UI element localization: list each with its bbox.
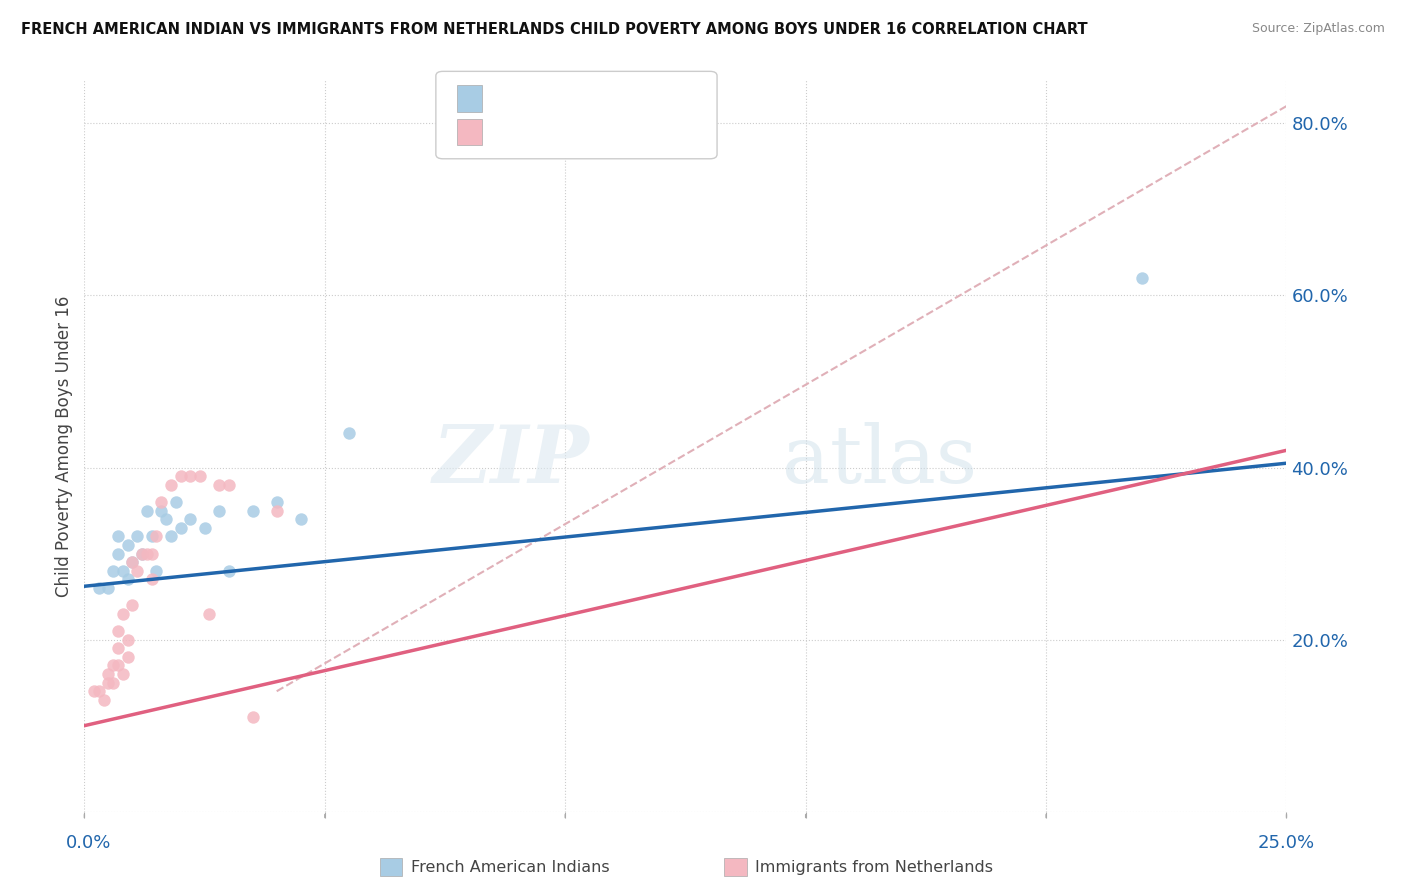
Y-axis label: Child Poverty Among Boys Under 16: Child Poverty Among Boys Under 16 — [55, 295, 73, 597]
Point — [131, 547, 153, 561]
Point — [97, 675, 120, 690]
Point — [107, 547, 129, 561]
Point — [218, 564, 240, 578]
Point — [290, 512, 312, 526]
Point — [97, 667, 120, 681]
Point — [141, 547, 163, 561]
Point — [111, 667, 134, 681]
Point — [165, 495, 187, 509]
Point — [160, 477, 183, 491]
Point — [117, 538, 139, 552]
Point — [121, 555, 143, 569]
Point — [150, 495, 173, 509]
Point — [131, 547, 153, 561]
Text: ZIP: ZIP — [433, 422, 589, 500]
Point — [218, 477, 240, 491]
Point — [188, 469, 211, 483]
Point — [107, 529, 129, 543]
Point — [169, 521, 191, 535]
Point — [155, 512, 177, 526]
Point — [107, 658, 129, 673]
Point — [337, 426, 360, 441]
Point — [145, 529, 167, 543]
Point — [198, 607, 221, 621]
Point — [87, 684, 110, 698]
Text: atlas: atlas — [782, 422, 977, 500]
Point — [107, 624, 129, 638]
Point — [103, 675, 125, 690]
Point — [145, 564, 167, 578]
Text: FRENCH AMERICAN INDIAN VS IMMIGRANTS FROM NETHERLANDS CHILD POVERTY AMONG BOYS U: FRENCH AMERICAN INDIAN VS IMMIGRANTS FRO… — [21, 22, 1088, 37]
Point — [83, 684, 105, 698]
Point — [87, 581, 110, 595]
Point — [208, 477, 231, 491]
Point — [1130, 271, 1153, 285]
Point — [179, 512, 201, 526]
Point — [208, 503, 231, 517]
Point — [179, 469, 201, 483]
Point — [93, 693, 115, 707]
Point — [121, 598, 143, 612]
Point — [117, 632, 139, 647]
Point — [135, 547, 157, 561]
Point — [111, 607, 134, 621]
Point — [117, 573, 139, 587]
Point — [169, 469, 191, 483]
Point — [121, 555, 143, 569]
Text: 25.0%: 25.0% — [1258, 834, 1315, 852]
Point — [111, 564, 134, 578]
Point — [103, 658, 125, 673]
Point — [135, 503, 157, 517]
Point — [150, 503, 173, 517]
Point — [103, 564, 125, 578]
Point — [117, 649, 139, 664]
Text: R = 0.279   N = 28: R = 0.279 N = 28 — [494, 89, 664, 107]
Text: 0.0%: 0.0% — [66, 834, 111, 852]
Point — [266, 503, 288, 517]
Point — [160, 529, 183, 543]
Point — [194, 521, 217, 535]
Point — [242, 710, 264, 724]
Text: Immigrants from Netherlands: Immigrants from Netherlands — [755, 860, 993, 874]
Point — [127, 529, 149, 543]
Point — [127, 564, 149, 578]
Point — [107, 641, 129, 656]
Text: R = 0.479   N = 32: R = 0.479 N = 32 — [494, 123, 664, 141]
Point — [141, 529, 163, 543]
Text: Source: ZipAtlas.com: Source: ZipAtlas.com — [1251, 22, 1385, 36]
Point — [141, 573, 163, 587]
Point — [242, 503, 264, 517]
Point — [266, 495, 288, 509]
Text: French American Indians: French American Indians — [411, 860, 609, 874]
Point — [97, 581, 120, 595]
